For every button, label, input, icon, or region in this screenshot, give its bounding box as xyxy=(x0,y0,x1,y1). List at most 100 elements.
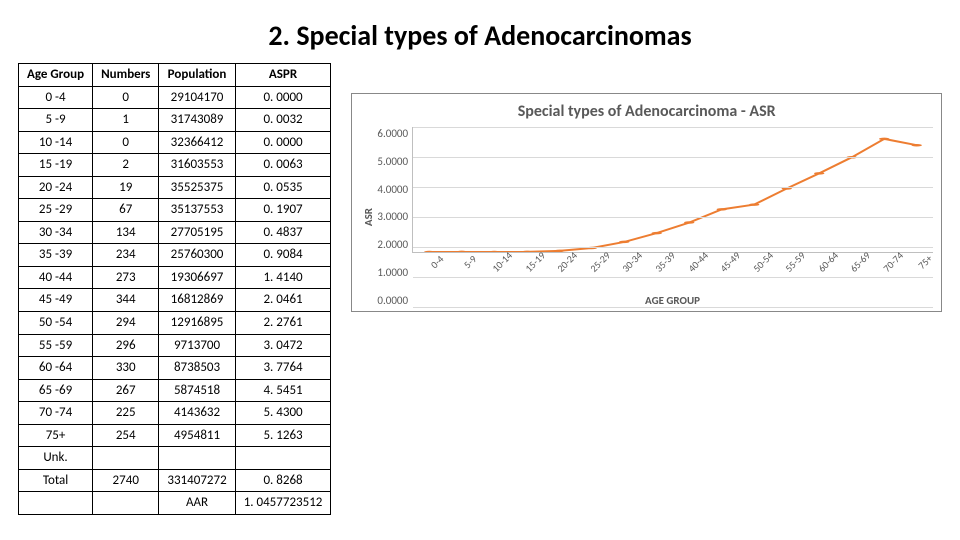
gridline xyxy=(413,157,933,158)
table-cell: 65 -69 xyxy=(19,379,93,402)
table-cell: 0. 0000 xyxy=(235,131,331,154)
table-cell xyxy=(19,492,93,515)
chart-marker xyxy=(749,203,759,206)
table-cell: 50 -54 xyxy=(19,312,93,335)
table-row: 5 -91317430890. 0032 xyxy=(19,109,331,132)
chart-marker xyxy=(814,172,824,175)
table-cell: 0. 8268 xyxy=(235,469,331,492)
table-cell: 20 -24 xyxy=(19,176,93,199)
table-cell: 2. 0461 xyxy=(235,289,331,312)
table-row: 50 -54294129168952. 2761 xyxy=(19,312,331,335)
table-row: 35 -39234257603000. 9084 xyxy=(19,244,331,267)
table-cell: 0 xyxy=(93,131,159,154)
chart-title: Special types of Adenocarcinoma - ASR xyxy=(360,102,933,121)
table-cell-blank xyxy=(93,447,159,470)
table-cell: 3. 7764 xyxy=(235,357,331,380)
y-tick-label: 0.0000 xyxy=(377,294,408,307)
table-cell: 1. 4140 xyxy=(235,266,331,289)
chart-container: Special types of Adenocarcinoma - ASR AS… xyxy=(351,93,942,515)
table-cell: 15 -19 xyxy=(19,154,93,177)
table-cell: 5. 1263 xyxy=(235,424,331,447)
table-cell: 75+ xyxy=(19,424,93,447)
chart-marker xyxy=(684,221,694,224)
table-cell: 0. 0535 xyxy=(235,176,331,199)
y-tick-label: 4.0000 xyxy=(377,183,408,196)
gridline xyxy=(413,217,933,218)
table-cell: 225 xyxy=(93,402,159,425)
table-cell: 1 xyxy=(93,109,159,132)
table-cell: 45 -49 xyxy=(19,289,93,312)
table-cell: 134 xyxy=(93,221,159,244)
table-cell: Total xyxy=(19,469,93,492)
table-cell: 2 xyxy=(93,154,159,177)
table-row: 55 -5929697137003. 0472 xyxy=(19,334,331,357)
table-cell: 9713700 xyxy=(159,334,235,357)
table-row-unk: Unk. xyxy=(19,447,331,470)
y-tick-label: 2.0000 xyxy=(377,238,408,251)
table-cell: 0 -4 xyxy=(19,86,93,109)
table-cell: 273 xyxy=(93,266,159,289)
table-cell: 25760300 xyxy=(159,244,235,267)
y-tick-label: 1.0000 xyxy=(377,266,408,279)
table-header-row: Age Group Numbers Population ASPR xyxy=(19,64,331,87)
chart-marker xyxy=(879,138,889,141)
table-cell: 1. 0457723512 xyxy=(235,492,331,515)
table-cell: 5874518 xyxy=(159,379,235,402)
table-cell: 19306697 xyxy=(159,266,235,289)
col-age-group: Age Group xyxy=(19,64,93,87)
table-cell: 25 -29 xyxy=(19,199,93,222)
table-cell: 30 -34 xyxy=(19,221,93,244)
table-cell: 4143632 xyxy=(159,402,235,425)
table-cell: 3. 0472 xyxy=(235,334,331,357)
plot-area xyxy=(412,127,933,253)
table-row: 60 -6433087385033. 7764 xyxy=(19,357,331,380)
chart-marker xyxy=(619,241,629,244)
table-cell: 254 xyxy=(93,424,159,447)
table-cell-blank xyxy=(159,447,235,470)
content-row: Age Group Numbers Population ASPR 0 -402… xyxy=(0,63,960,515)
table-cell: 31743089 xyxy=(159,109,235,132)
gridline xyxy=(413,127,933,128)
y-tick-label: 3.0000 xyxy=(377,210,408,223)
table-cell: 0. 0063 xyxy=(235,154,331,177)
table-cell: 35525375 xyxy=(159,176,235,199)
table-cell: 0. 1907 xyxy=(235,199,331,222)
table-cell: 29104170 xyxy=(159,86,235,109)
chart-frame: Special types of Adenocarcinoma - ASR AS… xyxy=(351,93,942,312)
table-cell: 0. 0032 xyxy=(235,109,331,132)
table-cell: 35137553 xyxy=(159,199,235,222)
table-cell: 5. 4300 xyxy=(235,402,331,425)
table-cell: 32366412 xyxy=(159,131,235,154)
table-cell: 0. 4837 xyxy=(235,221,331,244)
table-cell: 60 -64 xyxy=(19,357,93,380)
gridline xyxy=(413,307,933,308)
table-cell: 0. 9084 xyxy=(235,244,331,267)
table-row: 0 -40291041700. 0000 xyxy=(19,86,331,109)
table-row: 40 -44273193066971. 4140 xyxy=(19,266,331,289)
table-cell: 294 xyxy=(93,312,159,335)
table-row-total: Total27403314072720. 8268 xyxy=(19,469,331,492)
table-cell: 5 -9 xyxy=(19,109,93,132)
table-cell: 4. 5451 xyxy=(235,379,331,402)
table-cell: 16812869 xyxy=(159,289,235,312)
table-cell: 330 xyxy=(93,357,159,380)
table-cell: 35 -39 xyxy=(19,244,93,267)
x-axis-ticks: 0-45-910-1415-1920-2425-2930-3435-3940-4… xyxy=(412,253,933,272)
table-cell: 267 xyxy=(93,379,159,402)
table-cell: 0. 0000 xyxy=(235,86,331,109)
chart-marker xyxy=(652,232,662,235)
table-cell: 10 -14 xyxy=(19,131,93,154)
x-axis-label: AGE GROUP xyxy=(412,294,933,307)
table-cell: 19 xyxy=(93,176,159,199)
table-cell: 67 xyxy=(93,199,159,222)
table-cell: Unk. xyxy=(19,447,93,470)
gridline xyxy=(413,277,933,278)
table-cell: 2. 2761 xyxy=(235,312,331,335)
table-row: 70 -7422541436325. 4300 xyxy=(19,402,331,425)
table-row: 10 -140323664120. 0000 xyxy=(19,131,331,154)
gridline xyxy=(413,187,933,188)
table-row: 20 -2419355253750. 0535 xyxy=(19,176,331,199)
table-cell: 27705195 xyxy=(159,221,235,244)
y-axis-label: ASR xyxy=(360,208,377,226)
table-cell-blank xyxy=(235,447,331,470)
